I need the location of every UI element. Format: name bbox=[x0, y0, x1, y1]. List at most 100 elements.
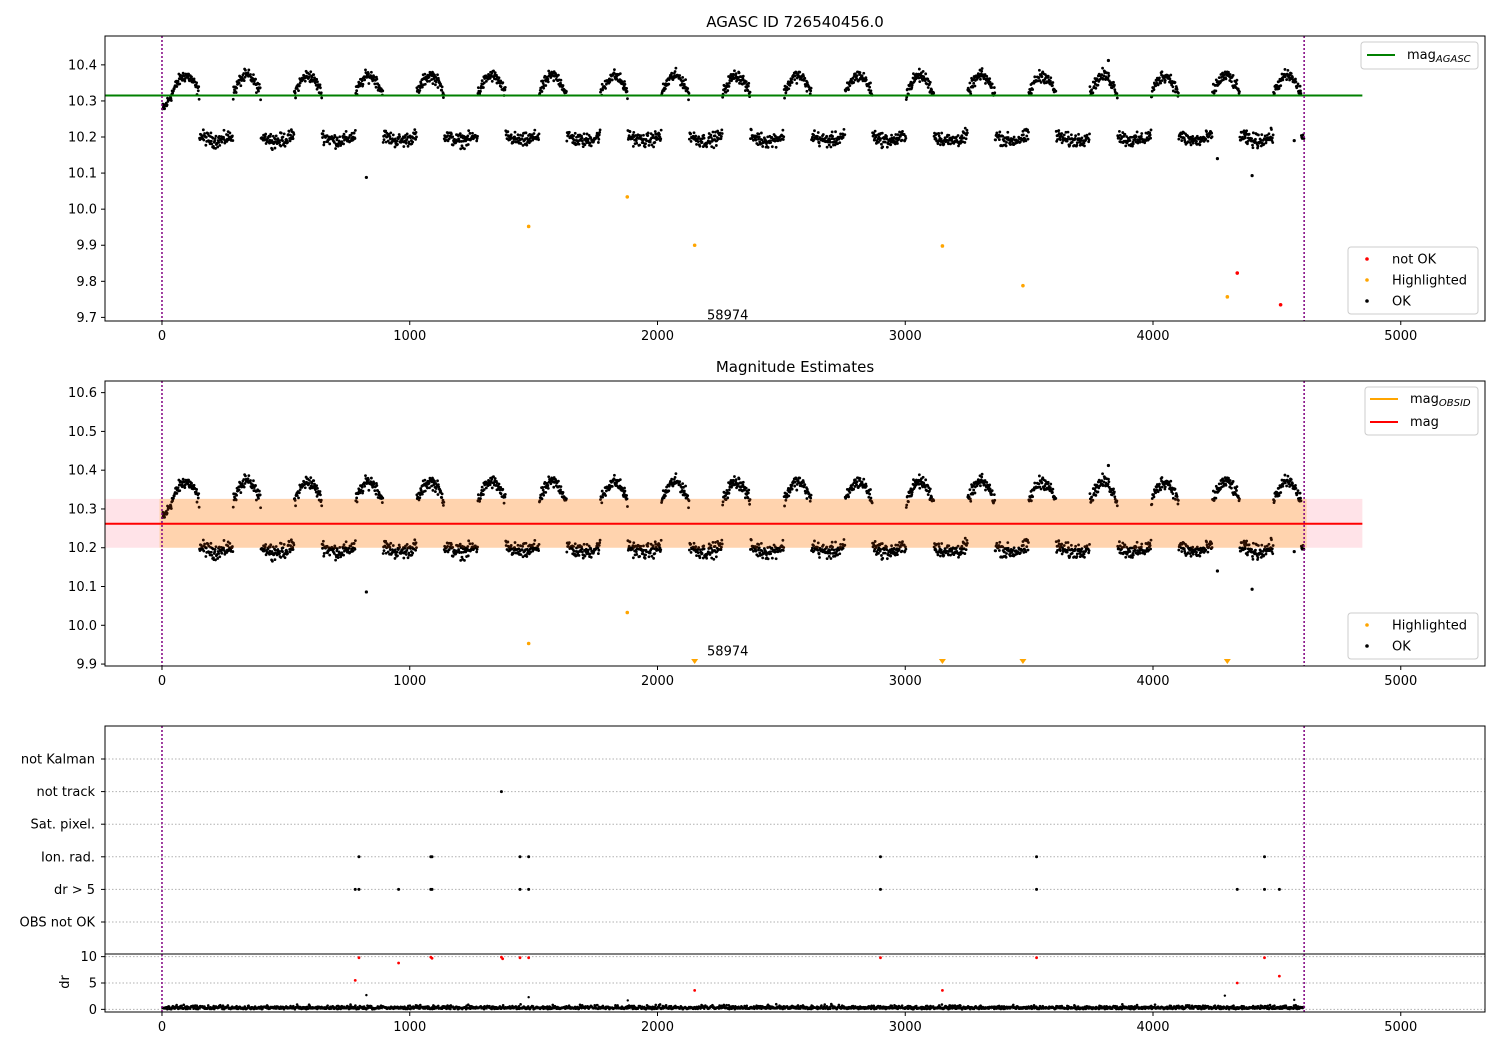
legend-label-subscript: AGASC bbox=[1435, 54, 1471, 65]
ok-point bbox=[180, 485, 184, 489]
ok-point bbox=[830, 130, 834, 134]
ok-point bbox=[291, 548, 295, 551]
ok-point bbox=[754, 549, 758, 553]
ok-point bbox=[321, 546, 324, 550]
ok-point bbox=[458, 551, 461, 554]
ok-point bbox=[1057, 129, 1061, 132]
ok-point bbox=[1005, 552, 1008, 555]
ok-point bbox=[936, 553, 940, 557]
ok-point bbox=[546, 487, 550, 490]
ok-point bbox=[1198, 143, 1202, 147]
ok-point bbox=[939, 554, 942, 558]
ok-point bbox=[1069, 543, 1073, 547]
ok-point bbox=[338, 546, 342, 549]
ok-point bbox=[1270, 136, 1274, 140]
ok-point bbox=[639, 544, 643, 548]
ok-point bbox=[787, 494, 791, 498]
ok-point bbox=[847, 495, 850, 499]
ok-point bbox=[246, 71, 250, 75]
ok-point bbox=[605, 82, 608, 86]
ok-point bbox=[503, 495, 507, 499]
ok-point bbox=[1067, 135, 1070, 139]
ok-point bbox=[289, 128, 293, 132]
ok-point bbox=[1152, 88, 1156, 92]
ok-point bbox=[769, 552, 773, 556]
ok-point bbox=[632, 131, 636, 134]
ok-point bbox=[795, 76, 799, 80]
ok-point bbox=[830, 540, 834, 544]
ok-point bbox=[195, 81, 198, 85]
ok-point bbox=[613, 68, 616, 72]
ok-point bbox=[1230, 80, 1233, 84]
ok-point bbox=[692, 541, 696, 545]
ok-outlier bbox=[1292, 139, 1296, 143]
ok-point bbox=[756, 143, 760, 147]
ok-point bbox=[653, 540, 657, 544]
ok-point bbox=[268, 549, 272, 553]
ok-point bbox=[192, 483, 196, 487]
ok-point bbox=[831, 545, 834, 549]
ok-point bbox=[968, 81, 972, 85]
ok-point bbox=[319, 91, 323, 95]
ok-point bbox=[458, 140, 461, 143]
ok-point bbox=[273, 558, 277, 562]
ok-point bbox=[720, 538, 724, 542]
obsid-annotation: 58974 bbox=[707, 309, 748, 324]
ok-point bbox=[519, 133, 522, 137]
ok-point bbox=[347, 136, 351, 139]
ok-point bbox=[258, 86, 262, 90]
ok-point bbox=[179, 479, 182, 483]
ok-point bbox=[1285, 78, 1289, 81]
ok-point bbox=[881, 556, 885, 560]
highlighted-point bbox=[1225, 295, 1230, 299]
ok-point bbox=[440, 492, 444, 496]
ok-point bbox=[984, 81, 987, 85]
ok-point bbox=[1130, 135, 1134, 139]
ok-point bbox=[389, 541, 393, 545]
ok-point bbox=[1080, 136, 1084, 140]
ok-point bbox=[816, 137, 820, 141]
ok-point bbox=[393, 557, 397, 560]
ok-point bbox=[1140, 132, 1144, 135]
ok-point bbox=[721, 503, 725, 507]
ok-point bbox=[581, 145, 585, 149]
ok-point bbox=[1046, 74, 1050, 78]
ok-point bbox=[761, 145, 765, 148]
ok-point bbox=[995, 131, 999, 135]
ok-point bbox=[458, 132, 462, 136]
ok-point bbox=[418, 86, 422, 90]
ok-point bbox=[696, 551, 700, 555]
ok-point bbox=[748, 502, 752, 506]
ok-point bbox=[646, 131, 650, 135]
legend-points[interactable] bbox=[1347, 246, 1479, 315]
ok-point bbox=[325, 544, 329, 548]
ok-point bbox=[880, 142, 883, 146]
ok-point bbox=[774, 557, 778, 561]
ok-point bbox=[230, 134, 234, 138]
ok-point bbox=[910, 490, 914, 494]
ok-point bbox=[281, 139, 284, 142]
ok-point bbox=[695, 554, 698, 558]
ok-point bbox=[479, 89, 482, 93]
ok-point bbox=[1275, 85, 1279, 89]
ok-point bbox=[638, 554, 642, 558]
ok-point bbox=[1037, 68, 1041, 72]
legend-lines[interactable] bbox=[1360, 41, 1479, 70]
ok-point bbox=[257, 89, 260, 93]
ok-point bbox=[599, 498, 602, 501]
ok-point bbox=[889, 554, 893, 558]
ok-point bbox=[433, 479, 436, 483]
ok-point bbox=[367, 488, 371, 492]
ok-point bbox=[653, 141, 657, 144]
ok-point bbox=[278, 140, 281, 144]
ok-point bbox=[575, 142, 579, 146]
ok-point bbox=[816, 541, 820, 545]
ok-point bbox=[190, 481, 193, 485]
ok-point bbox=[414, 548, 418, 552]
ok-point bbox=[1106, 76, 1110, 80]
ok-point bbox=[601, 88, 605, 92]
ok-point bbox=[406, 144, 410, 148]
ok-point bbox=[315, 484, 319, 488]
ok-point bbox=[1296, 84, 1299, 88]
ok-point bbox=[1040, 481, 1044, 485]
